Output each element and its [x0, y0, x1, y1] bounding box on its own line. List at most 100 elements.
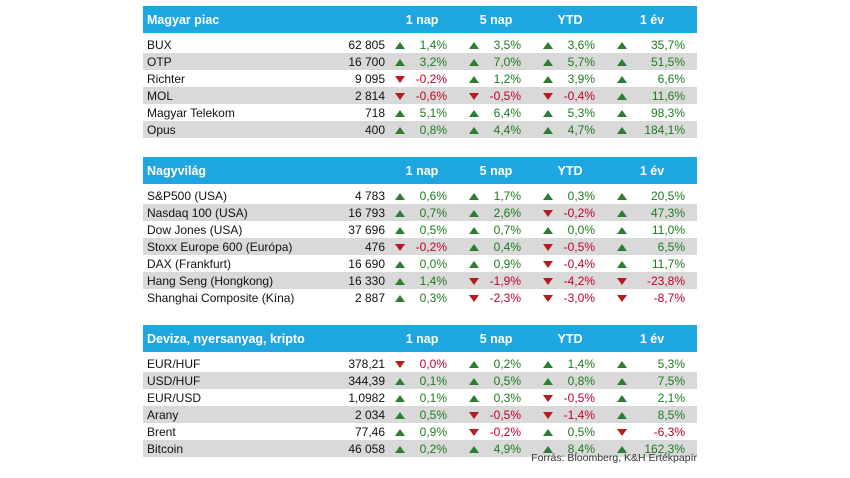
change-d5: -0,5%	[489, 87, 534, 104]
change-y1: 35,7%	[637, 33, 698, 53]
table-row: OTP 16 700 3,2% 7,0% 5,7% 51,5%	[143, 53, 698, 70]
triangle-up-icon	[395, 445, 406, 453]
arrow-up-icon	[533, 221, 563, 238]
section-title: Magyar piac	[143, 6, 386, 35]
triangle-down-icon	[543, 209, 553, 217]
table-row: Richter 9 095 -0,2% 1,2% 3,9% 6,6%	[143, 70, 698, 87]
arrow-up-icon	[607, 440, 638, 457]
arrow-up-icon	[533, 423, 564, 440]
triangle-up-icon	[543, 192, 553, 200]
triangle-up-icon	[543, 377, 554, 385]
triangle-up-icon	[543, 360, 554, 368]
change-d1: 0,1%	[415, 372, 460, 389]
change-ytd: -3,0%	[563, 289, 607, 306]
triangle-up-icon	[617, 260, 627, 268]
triangle-up-icon	[617, 109, 628, 117]
instrument-value: 344,39	[319, 372, 386, 389]
triangle-down-icon	[543, 277, 553, 285]
change-d1: 0,9%	[415, 423, 460, 440]
change-ytd: 0,5%	[563, 423, 608, 440]
triangle-up-icon	[395, 294, 405, 302]
triangle-up-icon	[617, 92, 628, 100]
change-d1: 5,1%	[415, 104, 460, 121]
source-note: Forrás: Bloomberg, K&H Értékpapír	[531, 452, 697, 464]
triangle-up-icon	[469, 360, 480, 368]
change-d1: 3,2%	[415, 53, 460, 70]
arrow-up-icon	[385, 121, 416, 138]
arrow-down-icon	[459, 423, 490, 440]
change-ytd: 5,3%	[563, 104, 608, 121]
change-d1: -0,2%	[415, 238, 459, 255]
arrow-down-icon	[533, 238, 563, 255]
triangle-up-icon	[617, 394, 628, 402]
triangle-up-icon	[617, 41, 628, 49]
triangle-up-icon	[469, 75, 480, 83]
instrument-name: Brent	[143, 423, 319, 440]
arrow-up-icon	[459, 204, 489, 221]
change-ytd: 0,8%	[563, 372, 608, 389]
arrow-down-icon	[533, 255, 563, 272]
arrow-down-icon	[607, 289, 637, 306]
triangle-up-icon	[617, 360, 628, 368]
triangle-up-icon	[543, 58, 554, 66]
triangle-up-icon	[469, 243, 479, 251]
triangle-up-icon	[469, 58, 480, 66]
instrument-name: Stoxx Europe 600 (Európa)	[143, 238, 319, 255]
triangle-up-icon	[469, 109, 480, 117]
arrow-down-icon	[459, 289, 489, 306]
triangle-up-icon	[469, 377, 480, 385]
section-title: Deviza, nyersanyag, kripto	[143, 325, 386, 354]
triangle-down-icon	[543, 92, 554, 100]
table-row: EUR/HUF 378,21 0,0% 0,2% 1,4% 5,3%	[143, 352, 698, 372]
instrument-name: DAX (Frankfurt)	[143, 255, 319, 272]
column-header-ytd: YTD	[533, 157, 607, 186]
change-y1: 6,5%	[637, 238, 697, 255]
column-header-d5: 5 nap	[459, 157, 533, 186]
arrow-down-icon	[533, 87, 564, 104]
change-ytd: 4,7%	[563, 121, 608, 138]
arrow-up-icon	[607, 53, 638, 70]
arrow-up-icon	[385, 389, 416, 406]
instrument-name: MOL	[143, 87, 319, 104]
triangle-up-icon	[543, 445, 554, 453]
triangle-up-icon	[617, 445, 628, 453]
table-row: BUX 62 805 1,4% 3,5% 3,6% 35,7%	[143, 33, 698, 53]
instrument-name: OTP	[143, 53, 319, 70]
arrow-down-icon	[459, 272, 489, 289]
change-y1: 184,1%	[637, 121, 698, 138]
triangle-down-icon	[617, 294, 627, 302]
triangle-down-icon	[543, 260, 553, 268]
instrument-name: Nasdaq 100 (USA)	[143, 204, 319, 221]
instrument-value: 37 696	[319, 221, 385, 238]
change-d5: 0,9%	[489, 255, 533, 272]
instrument-name: EUR/HUF	[143, 352, 319, 372]
triangle-up-icon	[395, 260, 405, 268]
triangle-up-icon	[617, 192, 627, 200]
arrow-down-icon	[385, 70, 416, 87]
arrow-up-icon	[607, 255, 637, 272]
change-ytd: -0,4%	[563, 87, 608, 104]
arrow-up-icon	[459, 372, 490, 389]
change-ytd: 3,6%	[563, 33, 608, 53]
triangle-down-icon	[543, 243, 553, 251]
arrow-up-icon	[459, 104, 490, 121]
triangle-down-icon	[617, 428, 628, 436]
triangle-up-icon	[395, 209, 405, 217]
instrument-name: Arany	[143, 406, 319, 423]
instrument-value: 16 330	[319, 272, 385, 289]
arrow-up-icon	[385, 184, 415, 204]
arrow-up-icon	[607, 121, 638, 138]
instrument-name: USD/HUF	[143, 372, 319, 389]
section-title: Nagyvilág	[143, 157, 385, 186]
change-ytd: -0,5%	[563, 238, 607, 255]
change-y1: 2,1%	[637, 389, 698, 406]
change-ytd: -1,4%	[563, 406, 608, 423]
triangle-up-icon	[469, 394, 480, 402]
triangle-up-icon	[395, 411, 406, 419]
triangle-up-icon	[617, 411, 628, 419]
triangle-up-icon	[395, 41, 406, 49]
change-d5: -2,3%	[489, 289, 533, 306]
section-table: Nagyvilág 1 nap 5 nap YTD 1 év S&P500 (USA) 4 …	[143, 157, 697, 306]
instrument-value: 2 034	[319, 406, 386, 423]
triangle-down-icon	[395, 243, 405, 251]
